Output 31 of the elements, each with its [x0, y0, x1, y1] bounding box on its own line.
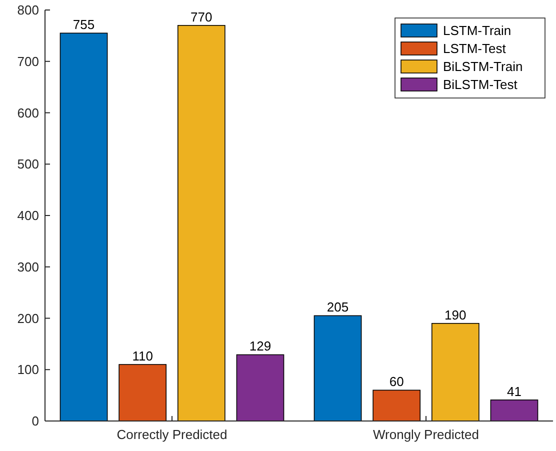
data-label: 110 [132, 348, 153, 364]
y-tick-label: 800 [17, 2, 39, 18]
data-label: 205 [326, 300, 349, 315]
legend-label: BiLSTM-Train [443, 59, 523, 74]
y-tick-label: 500 [17, 156, 39, 172]
data-label: 755 [72, 17, 95, 32]
y-tick-label: 600 [17, 105, 39, 120]
legend-label: BiLSTM-Test [443, 77, 518, 92]
data-label: 190 [444, 307, 466, 322]
legend-label: LSTM-Train [443, 23, 512, 38]
data-label: 129 [249, 338, 272, 354]
y-tick-label: 0 [32, 414, 39, 429]
data-label: 41 [506, 384, 522, 399]
data-label: 770 [190, 9, 212, 24]
bar [60, 32, 108, 422]
y-tick-label: 400 [17, 208, 39, 224]
x-tick-label: Wrongly Predicted [373, 427, 479, 442]
x-tick-label: Correctly Predicted [116, 427, 228, 442]
bar [118, 364, 167, 422]
bar [177, 25, 226, 422]
y-tick-label: 700 [17, 54, 39, 69]
y-tick-label: 100 [17, 362, 39, 378]
bar [372, 390, 421, 422]
bar [431, 322, 480, 422]
y-tick-label: 200 [17, 310, 39, 326]
bar [314, 315, 362, 422]
bar [236, 354, 284, 422]
legend-label: LSTM-Test [443, 41, 506, 56]
data-label: 60 [389, 374, 404, 390]
y-tick-label: 300 [17, 259, 39, 274]
bar [490, 400, 538, 422]
